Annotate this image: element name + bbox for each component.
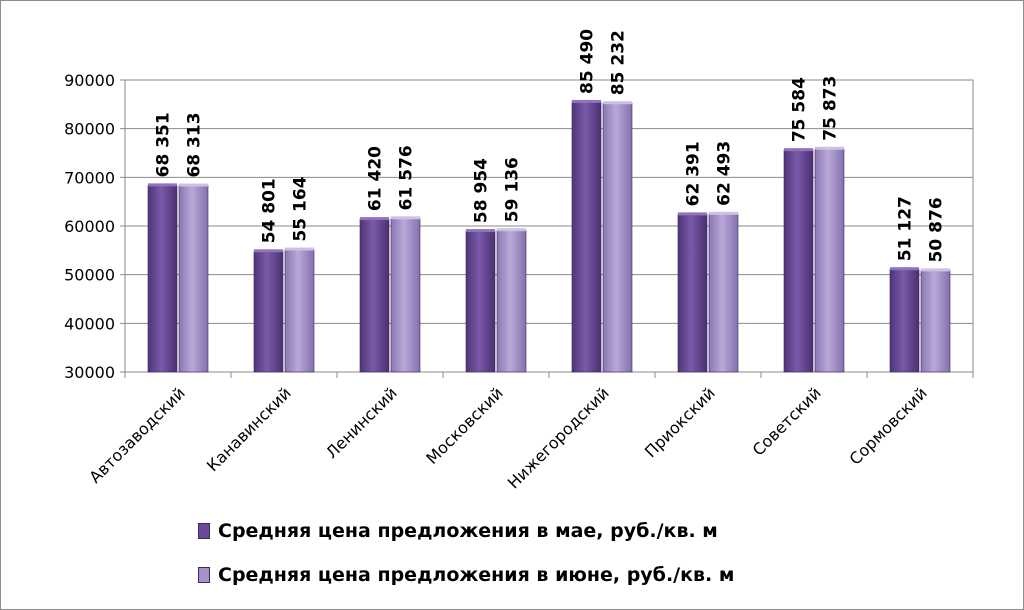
x-category-label: Канавинский	[203, 383, 295, 475]
x-category-label: Автозаводский	[85, 383, 188, 486]
bar-june	[284, 249, 315, 373]
y-tick-label: 60000	[64, 217, 115, 236]
bar-june	[814, 148, 845, 373]
y-tick-label: 40000	[64, 314, 115, 333]
data-label: 68 351	[154, 112, 174, 177]
bar-top	[148, 183, 177, 187]
data-label: 58 954	[472, 158, 492, 223]
data-label: 59 136	[503, 157, 523, 222]
bar-top	[254, 249, 283, 253]
data-label: 85 490	[578, 29, 598, 94]
bar-may	[465, 230, 496, 373]
data-label: 75 584	[790, 77, 810, 142]
legend-item-june: Средняя цена предложения в июне, руб./кв…	[198, 563, 734, 587]
y-tick-label: 90000	[64, 71, 115, 90]
y-tick-label: 80000	[64, 120, 115, 139]
bar-top	[678, 212, 707, 216]
bar-may	[677, 214, 708, 373]
bar-top	[466, 229, 495, 233]
bar-top	[784, 148, 813, 152]
legend-label-june: Средняя цена предложения в июне, руб./кв…	[218, 564, 735, 586]
bar-may	[889, 268, 920, 373]
bar-june	[602, 102, 633, 373]
bar-june	[390, 218, 421, 373]
x-category-label: Московский	[422, 383, 507, 468]
data-label: 62 493	[715, 141, 735, 206]
bar-june	[708, 213, 739, 373]
bar-top	[360, 217, 389, 221]
legend-swatch-may	[198, 523, 210, 539]
bar-top	[921, 268, 950, 272]
x-category-label: Сормовский	[846, 383, 931, 468]
legend-label-may: Средняя цена предложения в мае, руб./кв.…	[218, 520, 718, 542]
data-label: 68 313	[185, 112, 205, 177]
data-label: 61 420	[366, 146, 386, 211]
bar-may	[147, 185, 178, 373]
data-label: 61 576	[397, 145, 417, 210]
y-tick-label: 50000	[64, 266, 115, 285]
bar-top	[285, 247, 314, 251]
bar-top	[179, 183, 208, 187]
data-label: 54 801	[260, 178, 280, 243]
data-label: 55 164	[291, 176, 311, 241]
bar-top	[890, 267, 919, 271]
y-tick-label: 30000	[64, 363, 115, 382]
bar-top	[603, 101, 632, 105]
bar-top	[391, 216, 420, 220]
bar-may	[783, 149, 814, 373]
bar-may	[253, 251, 284, 373]
data-label: 85 232	[609, 30, 629, 95]
data-label: 75 873	[821, 76, 841, 141]
bar-top	[815, 146, 844, 150]
x-category-label: Нижегородский	[504, 383, 613, 492]
data-label: 50 876	[927, 197, 947, 262]
bar-june	[178, 185, 209, 373]
y-tick-label: 70000	[64, 168, 115, 187]
bar-top	[572, 99, 601, 103]
bar-june	[496, 229, 527, 373]
data-label: 51 127	[896, 196, 916, 261]
bar-top	[709, 211, 738, 215]
legend-item-may: Средняя цена предложения в мае, руб./кв.…	[198, 519, 718, 543]
x-category-label: Ленинский	[322, 383, 401, 462]
x-category-label: Советский	[749, 383, 825, 459]
bar-may	[359, 218, 390, 373]
legend-swatch-june	[198, 567, 210, 583]
bar-june	[920, 270, 951, 373]
data-label: 62 391	[684, 141, 704, 206]
x-category-label: Приокский	[641, 383, 719, 461]
bar-top	[497, 228, 526, 232]
bar-may	[571, 101, 602, 373]
